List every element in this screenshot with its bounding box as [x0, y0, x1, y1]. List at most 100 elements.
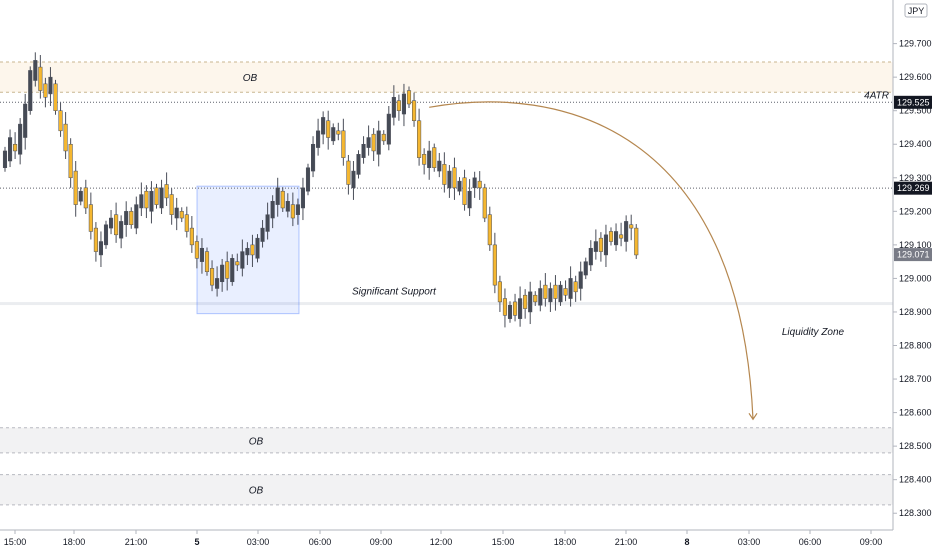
candle: [593, 229, 598, 260]
candle-body: [629, 224, 634, 229]
currency-label: JPY: [908, 6, 925, 16]
candle-body: [98, 241, 104, 256]
candle-body: [285, 201, 290, 212]
candle-body: [487, 214, 492, 246]
candle-body: [502, 298, 507, 316]
candle: [341, 118, 346, 166]
y-tick-label: 129.100: [899, 240, 932, 250]
y-tick-label: 129.600: [899, 72, 932, 82]
candle: [588, 240, 593, 272]
candle: [169, 188, 174, 225]
candle-body: [73, 170, 78, 205]
candle: [159, 179, 164, 215]
candle: [240, 239, 245, 277]
ob-zone-label: OB: [249, 486, 264, 497]
candle: [139, 182, 144, 217]
candle: [300, 177, 305, 221]
candle: [442, 152, 447, 193]
candle-body: [280, 190, 285, 209]
candle: [215, 266, 220, 297]
projection-arrowhead: [748, 412, 758, 421]
candle: [346, 154, 351, 195]
candle-body: [538, 288, 543, 306]
candle: [124, 201, 129, 237]
candle: [28, 66, 33, 115]
candle: [184, 206, 189, 238]
x-tick-label: 03:00: [738, 537, 761, 547]
candle-body: [311, 143, 316, 172]
x-tick-label: 06:00: [309, 537, 332, 547]
candle-body: [386, 113, 391, 145]
price-tag-label: 129.525: [897, 97, 930, 107]
candle: [295, 198, 300, 225]
candle-body: [245, 247, 250, 256]
candle-body: [447, 170, 452, 189]
candle: [548, 282, 553, 312]
candle-body: [381, 133, 386, 142]
candle-body: [457, 180, 462, 192]
candle: [189, 216, 194, 253]
candle-body: [316, 130, 321, 148]
candle: [174, 197, 179, 231]
price-tag-3: [894, 248, 932, 262]
y-tick-label: 129.500: [899, 106, 932, 116]
candle-body: [28, 70, 33, 111]
candle-body: [588, 247, 593, 266]
price-tag-label: 129.269: [897, 183, 930, 193]
x-tick-label: 12:00: [430, 537, 453, 547]
liquidity-zone-label: Liquidity Zone: [782, 327, 845, 338]
candle-body: [270, 201, 275, 219]
candle: [164, 172, 169, 206]
x-tick-label: 15:00: [4, 537, 27, 547]
candle: [63, 112, 68, 159]
candle-body: [13, 143, 18, 152]
candle: [154, 183, 159, 209]
candle: [477, 171, 482, 200]
candle: [285, 193, 290, 218]
candle: [48, 67, 53, 106]
candle-body: [8, 137, 13, 162]
candle-body: [58, 110, 63, 132]
candle-body: [204, 251, 210, 272]
y-tick-label: 128.800: [899, 341, 932, 351]
candle: [432, 143, 437, 172]
candle: [533, 291, 538, 306]
candle: [634, 224, 639, 259]
candle-body: [2, 150, 8, 168]
candle: [2, 146, 8, 172]
ob-zone-1: [0, 62, 893, 93]
candle-body: [608, 231, 614, 242]
candle: [225, 251, 230, 291]
candle: [316, 118, 321, 156]
candle-body: [351, 170, 356, 189]
candle-body: [603, 234, 609, 256]
candle-body: [164, 184, 169, 199]
candle-body: [174, 207, 179, 219]
x-tick-label: 8: [684, 537, 689, 547]
candle: [608, 227, 614, 246]
candle-body: [331, 127, 336, 142]
candle-body: [563, 288, 568, 296]
candle: [513, 293, 518, 322]
candle-body: [114, 214, 119, 236]
candle: [326, 110, 331, 150]
candle: [8, 129, 13, 168]
candle-body: [619, 234, 624, 239]
price-tag-1: [894, 95, 932, 109]
candle-body: [300, 187, 305, 209]
candle-body: [169, 194, 174, 215]
currency-badge: [904, 3, 928, 18]
candle: [406, 86, 412, 109]
candle-body: [290, 204, 295, 219]
reference-lines: 4ATR: [0, 90, 893, 189]
candle-body: [199, 247, 204, 262]
candle: [270, 195, 275, 229]
candle: [361, 136, 366, 164]
candle: [563, 280, 568, 302]
price-tag-label: 129.071: [897, 250, 930, 260]
candle-body: [275, 187, 280, 205]
candle-body: [528, 291, 533, 313]
candle-body: [33, 60, 38, 81]
candle-body: [179, 211, 184, 219]
